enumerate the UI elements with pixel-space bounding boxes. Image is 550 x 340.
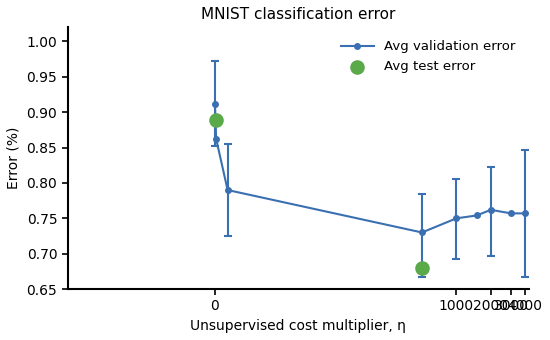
Avg validation error — [522, 211, 529, 216]
Avg validation error — [212, 102, 218, 106]
Avg validation error — [224, 188, 231, 192]
Y-axis label: Error (%): Error (%) — [7, 127, 21, 189]
Avg validation error — [473, 214, 480, 218]
Avg validation error — [453, 216, 460, 220]
Avg validation error — [419, 231, 425, 235]
Legend: Avg validation error, Avg test error: Avg validation error, Avg test error — [334, 34, 522, 80]
Line: Avg validation error: Avg validation error — [212, 101, 528, 235]
Avg validation error — [487, 208, 494, 212]
Avg validation error — [508, 211, 514, 216]
Avg test error — [417, 265, 426, 271]
Avg test error — [212, 117, 221, 123]
Avg validation error — [213, 137, 219, 141]
X-axis label: Unsupervised cost multiplier, η: Unsupervised cost multiplier, η — [190, 319, 406, 333]
Title: MNIST classification error: MNIST classification error — [201, 7, 395, 22]
